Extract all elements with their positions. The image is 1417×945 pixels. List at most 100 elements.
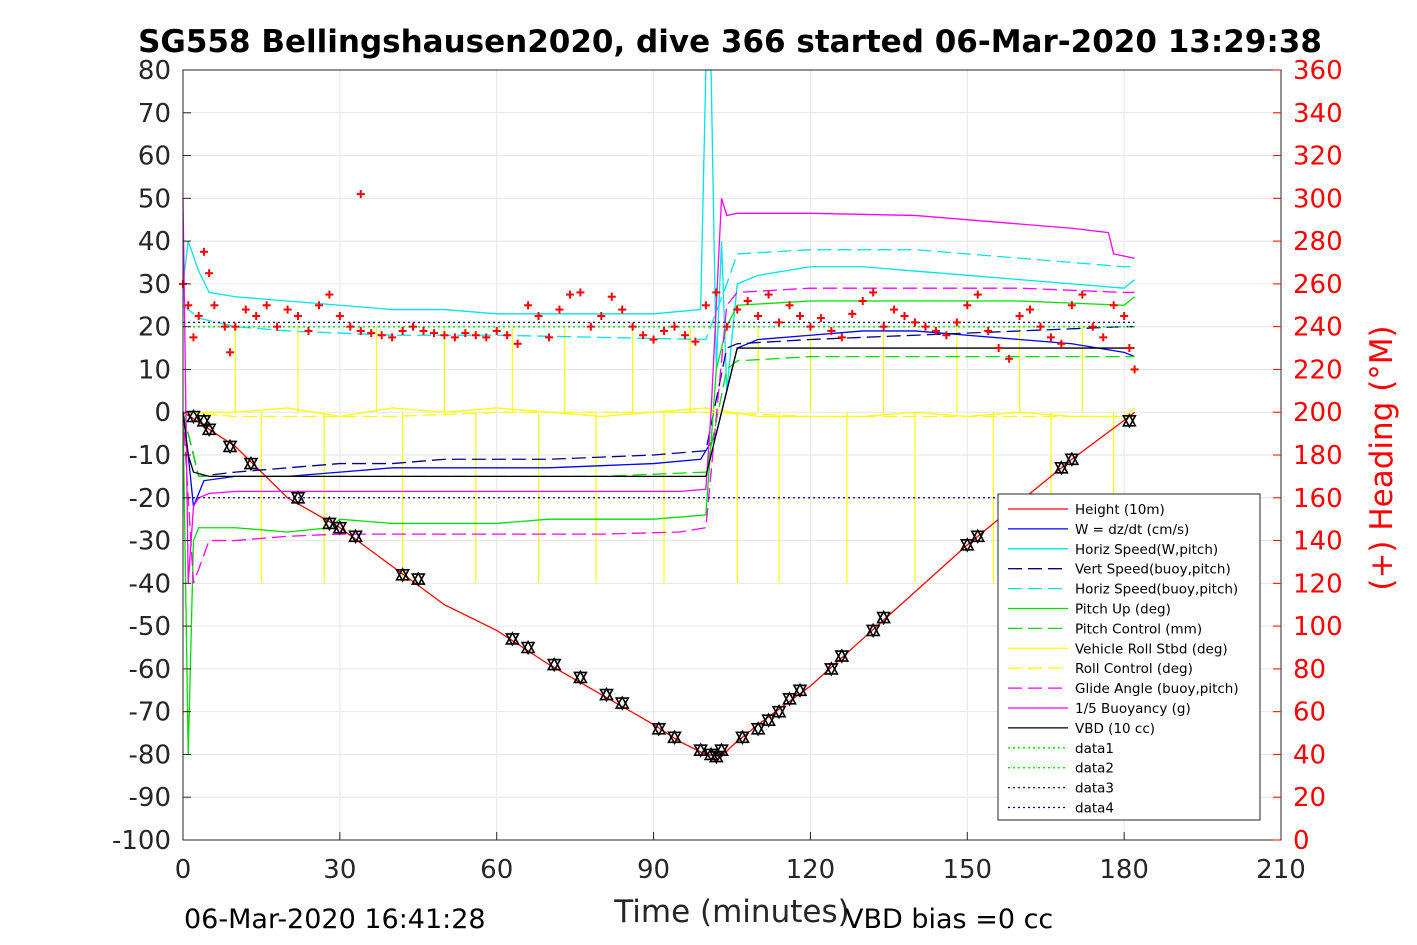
x-tick-label: 120 [786, 855, 836, 885]
marker-down [348, 530, 363, 544]
y-right-tick-label: 80 [1293, 655, 1326, 685]
y-axis-left-ticks: 80 70 60 50 40 30 20 10 0 -10 -20 -30 -40 -50 -60 -70 -8… [112, 56, 191, 856]
legend-label: Vert Speed(buoy,pitch) [1075, 562, 1231, 578]
marker-down [573, 671, 588, 686]
legend-label: Pitch Control (mm) [1075, 621, 1202, 637]
marker-down [667, 731, 682, 746]
legend-label: Horiz Speed(W,pitch) [1075, 542, 1218, 558]
y-tick-label: 0 [154, 398, 171, 428]
legend-label: data2 [1075, 761, 1114, 777]
chart-title: SG558 Bellingshausen2020, dive 366 start… [138, 24, 1322, 60]
marker-down [196, 414, 212, 429]
dive-markers [186, 408, 1137, 765]
marker-down [395, 568, 410, 583]
y-axis-right-ticks: 3603403203002802602402202001801601401201… [1273, 56, 1343, 856]
series-line [182, 296, 1136, 755]
marker-down [222, 440, 238, 455]
y-tick-label: 40 [138, 227, 171, 257]
marker-down [1064, 453, 1080, 467]
series-line [183, 407, 1136, 418]
marker-down [735, 731, 750, 746]
legend-label: data1 [1075, 741, 1114, 757]
marker-down [599, 688, 614, 703]
y-tick-label: -20 [129, 484, 171, 514]
marker-down [505, 633, 520, 647]
series-line [182, 347, 1135, 478]
series-line [182, 198, 1135, 584]
y-right-tick-label: 280 [1293, 227, 1343, 257]
marker-down [290, 491, 306, 506]
legend-label: Horiz Speed(buoy,pitch) [1075, 582, 1238, 598]
footer-vbd-bias: VBD bias =0 cc [845, 904, 1053, 935]
y-tick-label: 80 [138, 56, 171, 86]
marker-down [876, 611, 891, 626]
marker-down [186, 410, 201, 425]
y-right-tick-label: 320 [1293, 142, 1343, 172]
heading-points [179, 190, 1139, 374]
marker-down [771, 705, 787, 720]
y-right-tick-label: 220 [1293, 355, 1343, 385]
y-tick-label: 10 [138, 355, 171, 385]
marker-down [332, 521, 348, 536]
marker-down [761, 714, 776, 728]
marker-down [410, 573, 426, 587]
y-right-tick-label: 60 [1293, 698, 1326, 728]
y-tick-label: -60 [129, 655, 171, 685]
marker-down [693, 744, 708, 758]
legend: Height (10m) W = dz/dt (cm/s) Horiz Speed(… [997, 493, 1261, 821]
y-tick-label: -50 [129, 612, 171, 642]
series-line [182, 326, 1135, 478]
marker-down [823, 663, 839, 677]
legend-label: data4 [1075, 801, 1114, 817]
y-right-tick-label: 140 [1293, 527, 1343, 557]
x-tick-label: 150 [942, 855, 992, 885]
y-tick-label: -70 [129, 698, 171, 728]
marker-down [750, 722, 766, 737]
series-line [182, 249, 1135, 341]
y-right-tick-label: 120 [1293, 569, 1343, 599]
series-line [182, 411, 1135, 418]
marker-down [322, 517, 337, 532]
y-tick-label: -10 [129, 441, 171, 471]
marker-down [834, 650, 850, 664]
marker-down [970, 530, 986, 544]
series-line [182, 287, 1135, 584]
y-tick-label: -30 [129, 527, 171, 557]
y-tick-label: -90 [129, 783, 171, 813]
y-right-tick-label: 20 [1293, 783, 1326, 813]
y-right-tick-label: 180 [1293, 441, 1343, 471]
marker-down [614, 697, 630, 711]
y-tick-label: -80 [129, 740, 171, 770]
marker-down [959, 539, 975, 553]
y-tick-label: -100 [112, 826, 171, 856]
y-right-tick-label: 160 [1293, 484, 1343, 514]
x-axis-label: Time (minutes) [613, 894, 849, 930]
marker-down [243, 457, 259, 472]
y-right-tick-label: 360 [1293, 56, 1343, 86]
y-tick-label: 50 [138, 184, 171, 214]
x-tick-label: 90 [637, 855, 670, 885]
marker-down [782, 693, 797, 707]
x-tick-label: 180 [1099, 855, 1149, 885]
legend-label: Glide Angle (buoy,pitch) [1075, 681, 1239, 697]
y-right-tick-label: 0 [1293, 826, 1310, 856]
y-right-tick-label: 200 [1293, 398, 1343, 428]
legend-label: Roll Control (deg) [1075, 661, 1193, 677]
marker-down [1122, 414, 1137, 429]
y-right-tick-label: 40 [1293, 740, 1326, 770]
y-tick-label: 70 [138, 99, 171, 129]
legend-label: Vehicle Roll Stbd (deg) [1075, 641, 1228, 657]
x-axis-ticks: 0 30 60 90 120 150 180 210 [175, 832, 1306, 885]
marker-down [714, 744, 729, 758]
legend-label: Height (10m) [1075, 502, 1165, 518]
y-right-tick-label: 300 [1293, 184, 1343, 214]
legend-label: Pitch Up (deg) [1075, 602, 1171, 618]
marker-down [651, 722, 667, 737]
x-tick-label: 60 [480, 855, 513, 885]
marker-down [865, 624, 881, 639]
x-tick-label: 210 [1256, 855, 1306, 885]
y-tick-label: 20 [138, 313, 171, 343]
marker-down [1054, 462, 1069, 476]
legend-label: W = dz/dt (cm/s) [1075, 522, 1189, 538]
